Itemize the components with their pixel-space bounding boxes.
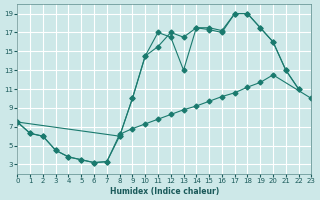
X-axis label: Humidex (Indice chaleur): Humidex (Indice chaleur)	[110, 187, 219, 196]
